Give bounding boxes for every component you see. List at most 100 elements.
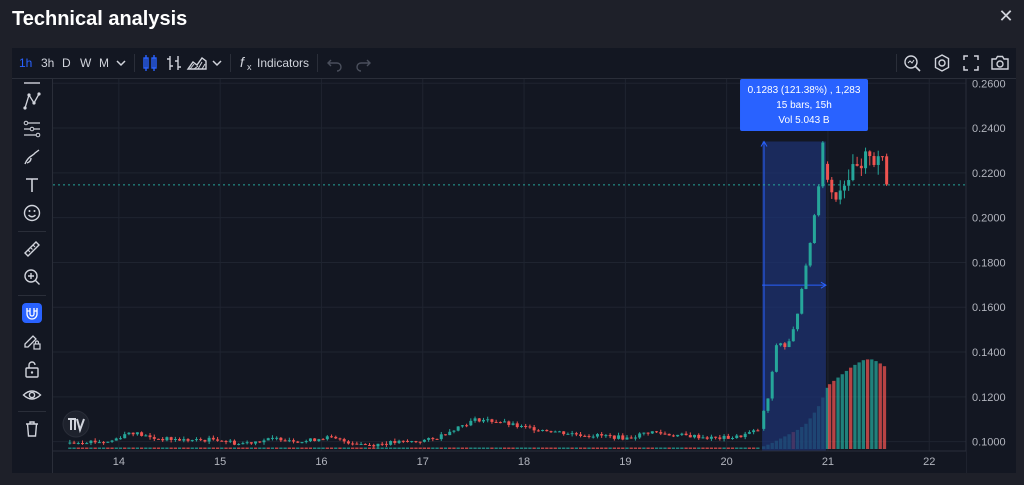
- camera-icon[interactable]: [990, 53, 1010, 73]
- pattern-tool-icon[interactable]: [22, 91, 42, 111]
- candle-body: [359, 444, 363, 446]
- settings-icon[interactable]: [932, 53, 952, 73]
- unlock-icon[interactable]: [22, 359, 42, 379]
- interval-1h[interactable]: 1h: [19, 56, 33, 70]
- volume-bar: [473, 447, 477, 449]
- trash-icon[interactable]: [22, 419, 42, 439]
- area-chart-icon[interactable]: [186, 53, 208, 73]
- volume-bar: [574, 447, 578, 449]
- volume-bar: [583, 447, 587, 449]
- volume-bar: [169, 447, 173, 449]
- brush-icon[interactable]: [22, 147, 42, 167]
- volume-bar: [431, 447, 435, 449]
- measure-range-area[interactable]: [762, 141, 826, 474]
- candle-body: [885, 156, 889, 185]
- candle-body: [821, 142, 825, 187]
- volume-bar: [270, 447, 275, 449]
- candle-body: [334, 436, 338, 439]
- candle-body: [397, 440, 401, 443]
- chevron-down-icon[interactable]: [210, 53, 224, 73]
- candle-body: [199, 439, 203, 441]
- volume-bar: [177, 447, 182, 449]
- volume-bar: [203, 447, 207, 449]
- volume-bar: [329, 447, 334, 449]
- volume-bar: [718, 447, 722, 449]
- time-axis[interactable]: [53, 451, 966, 473]
- chevron-down-icon[interactable]: [114, 53, 128, 73]
- ruler-icon[interactable]: [22, 239, 42, 259]
- volume-bar: [211, 447, 216, 449]
- price-chart[interactable]: 0.23400.21461.681 B0.10570.1283 (121.38%…: [53, 78, 1016, 474]
- candle-body: [460, 425, 464, 427]
- volume-bar: [241, 447, 245, 449]
- close-icon[interactable]: ✕: [998, 6, 1014, 26]
- candle-body: [325, 436, 329, 440]
- volume-bar: [654, 447, 659, 449]
- candle-body: [380, 443, 384, 445]
- eye-icon[interactable]: [22, 385, 42, 405]
- text-tool-icon[interactable]: [22, 175, 42, 195]
- volume-bar: [608, 447, 612, 449]
- volume-bar: [363, 447, 367, 449]
- candle-body: [165, 437, 169, 441]
- volume-bar: [861, 360, 866, 449]
- candles-icon[interactable]: [140, 53, 160, 73]
- undo-icon[interactable]: [325, 53, 345, 73]
- volume-bar: [93, 447, 97, 449]
- candle-body: [880, 156, 884, 158]
- candle-body: [140, 432, 144, 436]
- fib-tool-icon[interactable]: [22, 119, 42, 139]
- interval-w[interactable]: W: [80, 56, 92, 70]
- candle-body: [633, 437, 637, 439]
- volume-bar: [287, 447, 291, 449]
- volume-bar: [207, 447, 211, 449]
- interval-d[interactable]: D: [62, 56, 71, 70]
- volume-bar: [490, 447, 494, 449]
- candle-body: [161, 438, 165, 441]
- price-axis[interactable]: [966, 79, 1016, 473]
- candle-body: [266, 438, 270, 441]
- volume-bar: [692, 447, 697, 449]
- quick-search-icon[interactable]: [903, 53, 923, 73]
- bars-icon[interactable]: [164, 53, 184, 73]
- candle-body: [249, 442, 253, 444]
- redo-icon[interactable]: [353, 53, 373, 73]
- candle-body: [747, 432, 751, 434]
- emoji-icon[interactable]: [22, 203, 42, 223]
- candle-body: [292, 440, 296, 442]
- candle-body: [486, 419, 490, 421]
- candle-body: [532, 427, 536, 431]
- time-tick-label: 17: [417, 456, 429, 468]
- candle-body: [72, 442, 76, 444]
- svg-text:x: x: [247, 62, 252, 72]
- volume-bar: [89, 447, 93, 449]
- fullscreen-icon[interactable]: [961, 53, 981, 73]
- volume-bar: [300, 447, 304, 449]
- chart-area[interactable]: 0.23400.21461.681 B0.10570.1283 (121.38%…: [53, 78, 1016, 474]
- volume-bar: [296, 447, 300, 449]
- interval-m[interactable]: M: [99, 56, 109, 70]
- candle-body: [422, 439, 426, 442]
- volume-bar: [435, 447, 439, 449]
- lock-pencil-icon[interactable]: [22, 331, 42, 351]
- volume-bar: [106, 447, 110, 449]
- volume-bar: [481, 447, 486, 449]
- interval-3h[interactable]: 3h: [41, 56, 55, 70]
- candle-body: [684, 433, 688, 436]
- volume-bar: [304, 447, 308, 449]
- volume-bar: [751, 447, 756, 449]
- candle-body: [722, 435, 726, 439]
- candle-body: [663, 433, 667, 435]
- volume-bar: [384, 447, 389, 449]
- price-tick-label: 0.2200: [972, 168, 1006, 180]
- zoom-in-icon[interactable]: [22, 267, 42, 287]
- candle-body: [169, 437, 173, 440]
- volume-bar: [68, 447, 72, 449]
- crosshair-icon[interactable]: [22, 73, 42, 93]
- magnet-icon[interactable]: [22, 303, 42, 323]
- indicators-button[interactable]: Indicators: [257, 56, 310, 70]
- candle-body: [135, 432, 139, 435]
- candle-body: [667, 433, 671, 436]
